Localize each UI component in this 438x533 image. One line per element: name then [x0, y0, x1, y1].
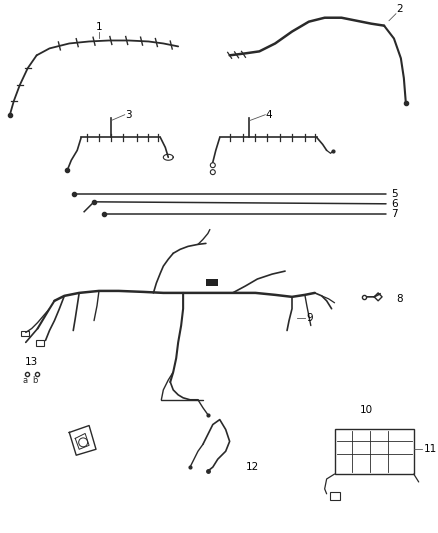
Text: 11: 11 — [424, 445, 437, 454]
Text: 10: 10 — [360, 405, 373, 415]
Text: b: b — [32, 376, 37, 385]
Text: 6: 6 — [391, 199, 398, 209]
Text: 7: 7 — [391, 209, 398, 219]
Text: 9: 9 — [307, 313, 314, 322]
Circle shape — [210, 169, 215, 175]
Bar — [35, 341, 43, 346]
Text: 4: 4 — [265, 110, 272, 120]
Text: 2: 2 — [396, 4, 403, 14]
Text: 3: 3 — [125, 110, 131, 120]
Text: 12: 12 — [245, 462, 259, 472]
Text: 5: 5 — [391, 189, 398, 199]
Circle shape — [79, 438, 88, 447]
Circle shape — [210, 163, 215, 168]
Bar — [330, 492, 339, 500]
Text: 8: 8 — [396, 294, 403, 304]
Bar — [335, 430, 414, 474]
Text: 1: 1 — [95, 21, 102, 31]
Text: 13: 13 — [25, 357, 38, 367]
Bar — [206, 279, 218, 286]
Text: a: a — [22, 376, 27, 385]
Bar — [21, 330, 29, 336]
